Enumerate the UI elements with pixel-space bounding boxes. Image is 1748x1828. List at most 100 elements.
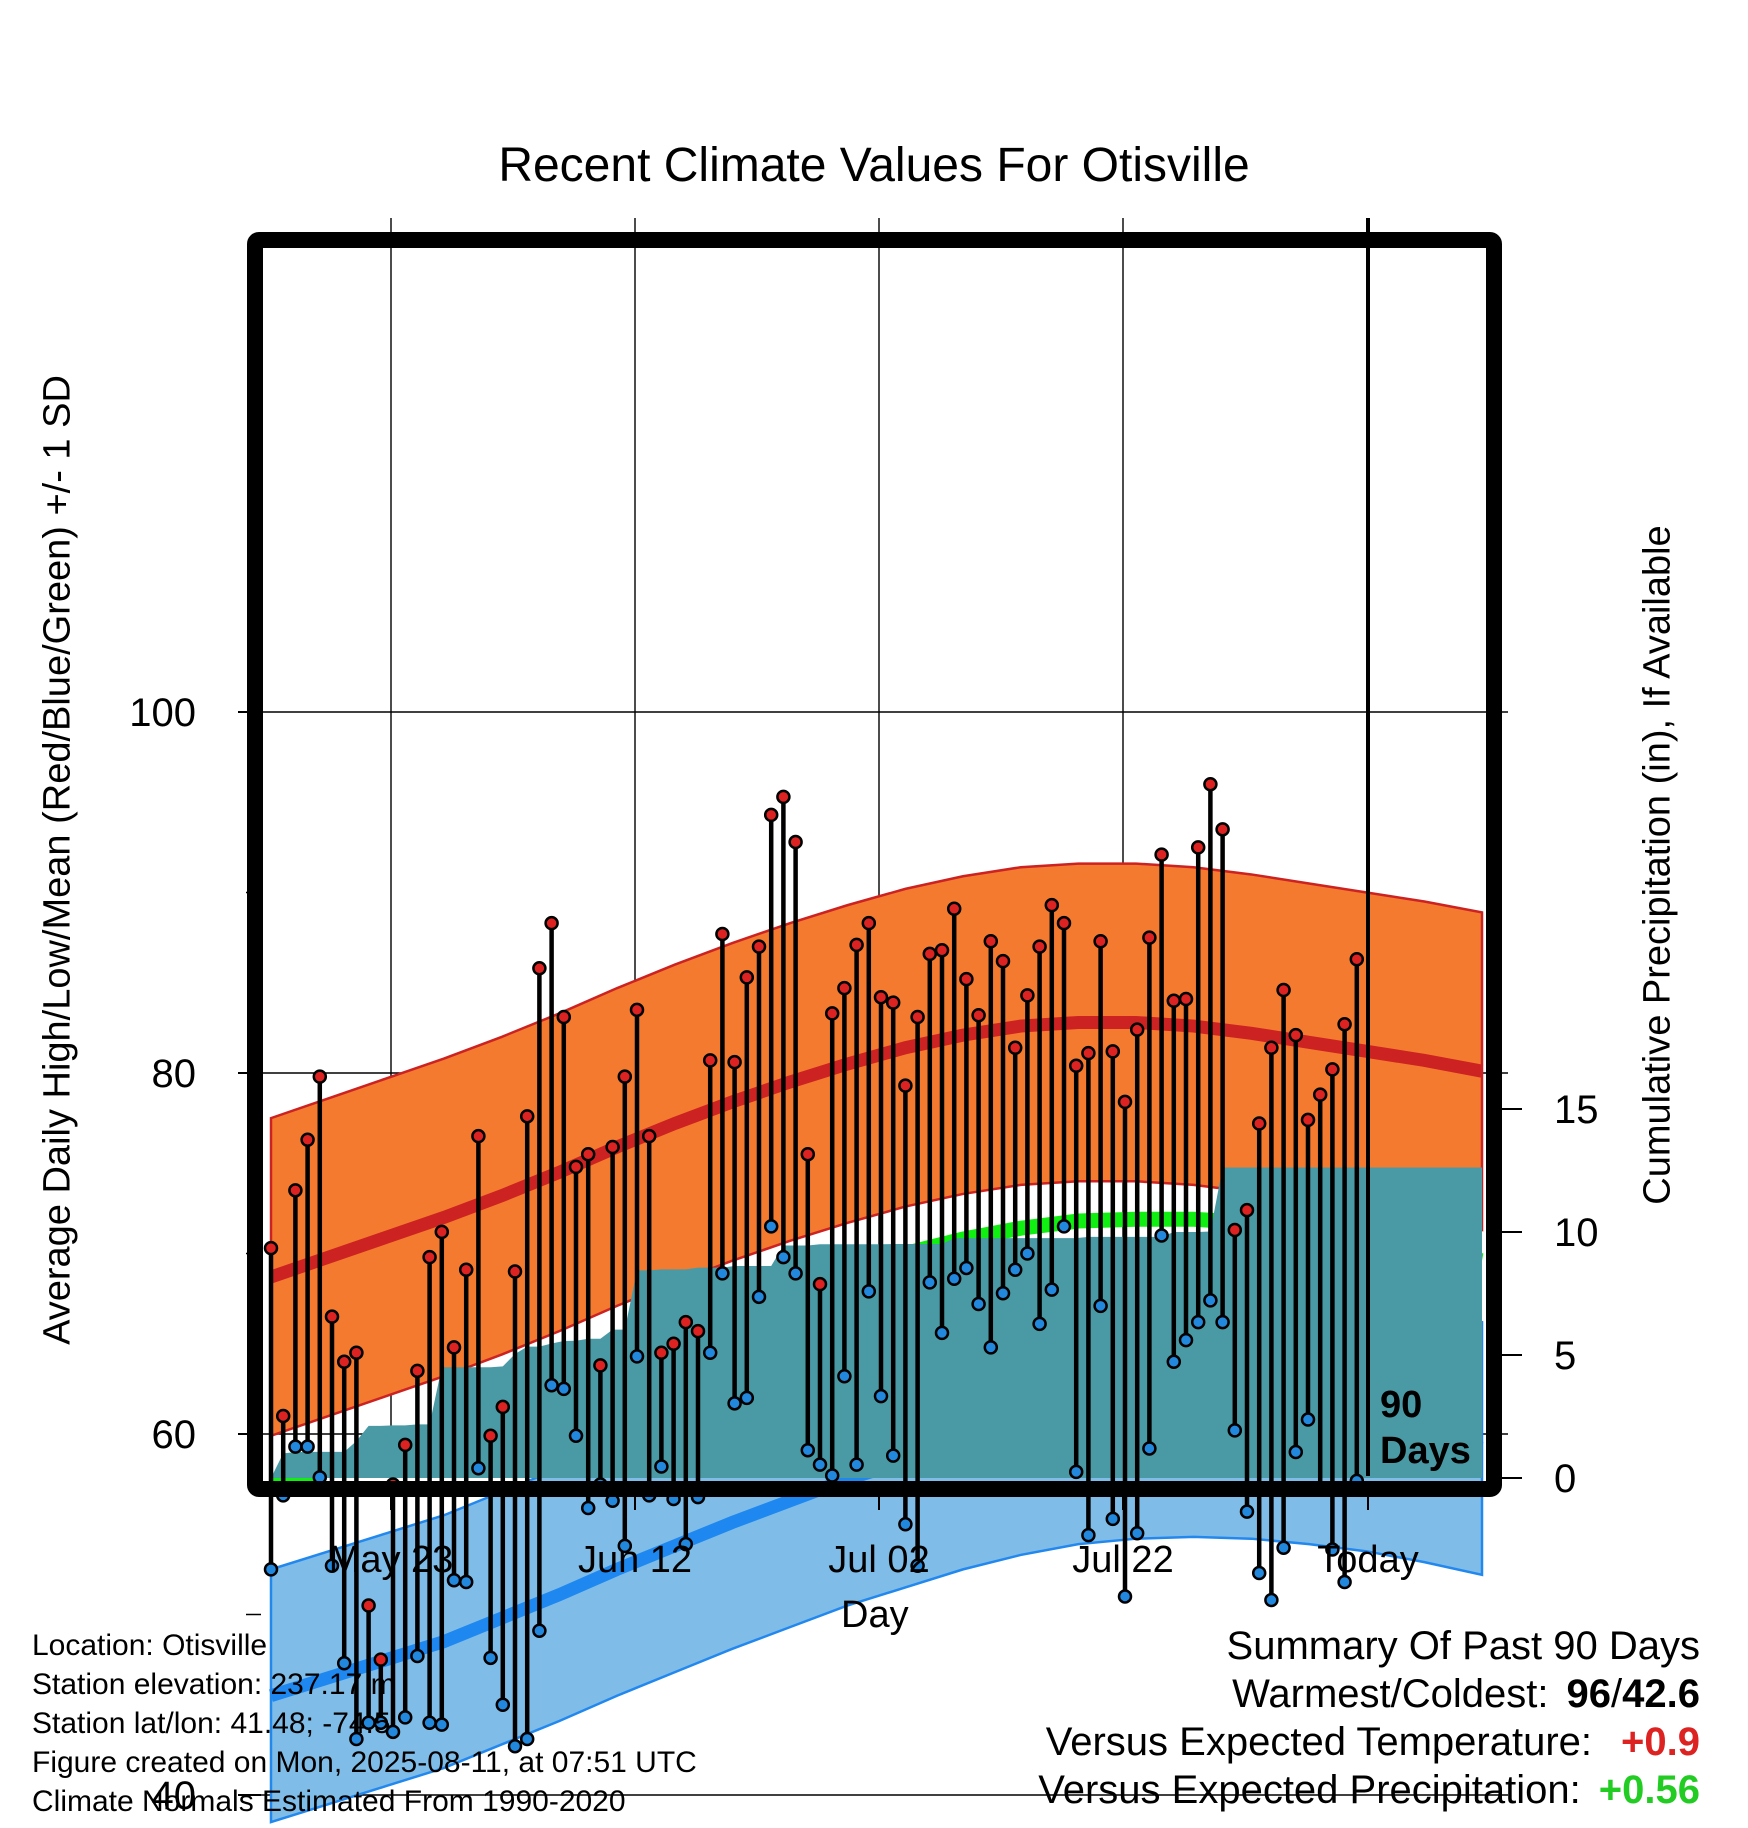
high-point [1007, 1040, 1023, 1055]
low-point [1056, 1219, 1072, 1234]
low-point [349, 1731, 364, 1747]
low-point [1068, 1464, 1084, 1480]
low-point [544, 1378, 559, 1393]
low-point [898, 1517, 913, 1532]
high-point [288, 1183, 303, 1198]
low-point [1300, 1412, 1316, 1427]
low-point [800, 1442, 816, 1458]
coldest-value: 42.6 [1622, 1672, 1700, 1716]
low-point [824, 1468, 840, 1483]
low-point [1044, 1282, 1060, 1297]
high-point [898, 1078, 913, 1093]
high-point [1349, 952, 1365, 967]
low-point [434, 1717, 450, 1732]
x-tick-label: May 23 [329, 1539, 454, 1581]
low-point [1142, 1441, 1157, 1456]
low-point [556, 1381, 572, 1397]
low-point [385, 1724, 401, 1740]
station-info: Location: Otisville Station elevation: 2… [32, 1626, 697, 1821]
high-point [1166, 993, 1182, 1009]
low-point [1264, 1592, 1279, 1608]
y-tick-label: 40 [152, 1774, 197, 1818]
chart-title: Recent Climate Values For Otisville [498, 139, 1250, 192]
high-point [605, 1139, 620, 1155]
low-point [922, 1275, 938, 1290]
daily-points [263, 776, 1365, 1754]
high-point [1227, 1222, 1243, 1238]
low-point [458, 1574, 474, 1590]
days-window-label: 90 Days [1380, 1382, 1490, 1474]
high-point [275, 1408, 291, 1424]
low-point [654, 1459, 669, 1474]
low-point [812, 1457, 828, 1472]
y-tick-label: 80 [152, 1052, 197, 1096]
low-point [1239, 1504, 1255, 1519]
high-point [1325, 1062, 1340, 1077]
high-point [1190, 840, 1206, 855]
low-point [715, 1266, 730, 1281]
high-point [739, 970, 755, 985]
temp-anomaly-value: +0.9 [1621, 1720, 1700, 1764]
temp-anomaly-label: Versus Expected Temperature: [1045, 1720, 1592, 1764]
high-point [519, 1109, 535, 1124]
low-point [971, 1296, 986, 1312]
high-point [1117, 1094, 1133, 1110]
low-point [751, 1289, 767, 1305]
low-point [1178, 1332, 1194, 1348]
high-point [751, 939, 767, 954]
high-point [1337, 1017, 1352, 1032]
high-point [1288, 1027, 1304, 1043]
high-point [544, 915, 559, 931]
high-point [641, 1128, 657, 1144]
high-point [446, 1340, 462, 1355]
high-point [1142, 930, 1157, 945]
high-point [800, 1146, 816, 1162]
low-point [763, 1219, 779, 1234]
high-point [666, 1336, 681, 1351]
plot-frame [247, 232, 1502, 1497]
low-point [946, 1271, 962, 1287]
low-point [678, 1536, 694, 1552]
high-point [629, 1002, 645, 1018]
low-point [1227, 1423, 1243, 1438]
low-point [263, 1562, 279, 1577]
high-point [837, 980, 852, 996]
high-point [324, 1309, 340, 1324]
low-point [1337, 1574, 1352, 1590]
x-axis-label: Day [841, 1594, 909, 1636]
high-point [349, 1345, 364, 1361]
daily-range-bars [268, 784, 1360, 1747]
low-point [1166, 1354, 1182, 1370]
low-point [983, 1340, 999, 1355]
low-point [934, 1325, 950, 1341]
low-point [788, 1266, 803, 1281]
low-point [873, 1388, 889, 1404]
high-point [483, 1428, 498, 1444]
high-point [580, 1146, 596, 1162]
low-point [507, 1739, 523, 1754]
tick-labels: 40 60 80 100 0 5 10 15 May 23 Jun 12 Jul 02 Jul 22 T… [129, 691, 1598, 1818]
temp-anomaly-row: Versus Expected Temperature: +0.9 [1038, 1718, 1700, 1766]
low-point [1276, 1540, 1291, 1555]
high-point [1105, 1044, 1121, 1059]
days-window-text: 90 Days [1380, 1384, 1471, 1472]
y-tick-label: 60 [152, 1413, 197, 1457]
high-point [995, 953, 1011, 969]
low-point [861, 1284, 877, 1299]
y2-tick-label: 15 [1554, 1088, 1599, 1132]
y-axis-label: Average Daily High/Low/Mean (Red/Blue/Gr… [36, 375, 79, 1345]
low-point [727, 1396, 742, 1411]
low-point [776, 1249, 791, 1265]
y-tick-label: 100 [129, 691, 196, 735]
high-point [568, 1159, 584, 1175]
high-point [1251, 1116, 1267, 1131]
high-normal-line [268, 1015, 1484, 1284]
elevation-text: Station elevation: 237.17 m [32, 1668, 396, 1701]
high-point [763, 807, 779, 823]
low-point [1129, 1526, 1145, 1541]
location-text: Location: Otisville [32, 1629, 268, 1662]
high-point [1312, 1087, 1328, 1102]
high-point [873, 989, 889, 1005]
summary-panel: Summary Of Past 90 Days Warmest/Coldest:… [1038, 1622, 1700, 1814]
low-point [1105, 1511, 1121, 1527]
